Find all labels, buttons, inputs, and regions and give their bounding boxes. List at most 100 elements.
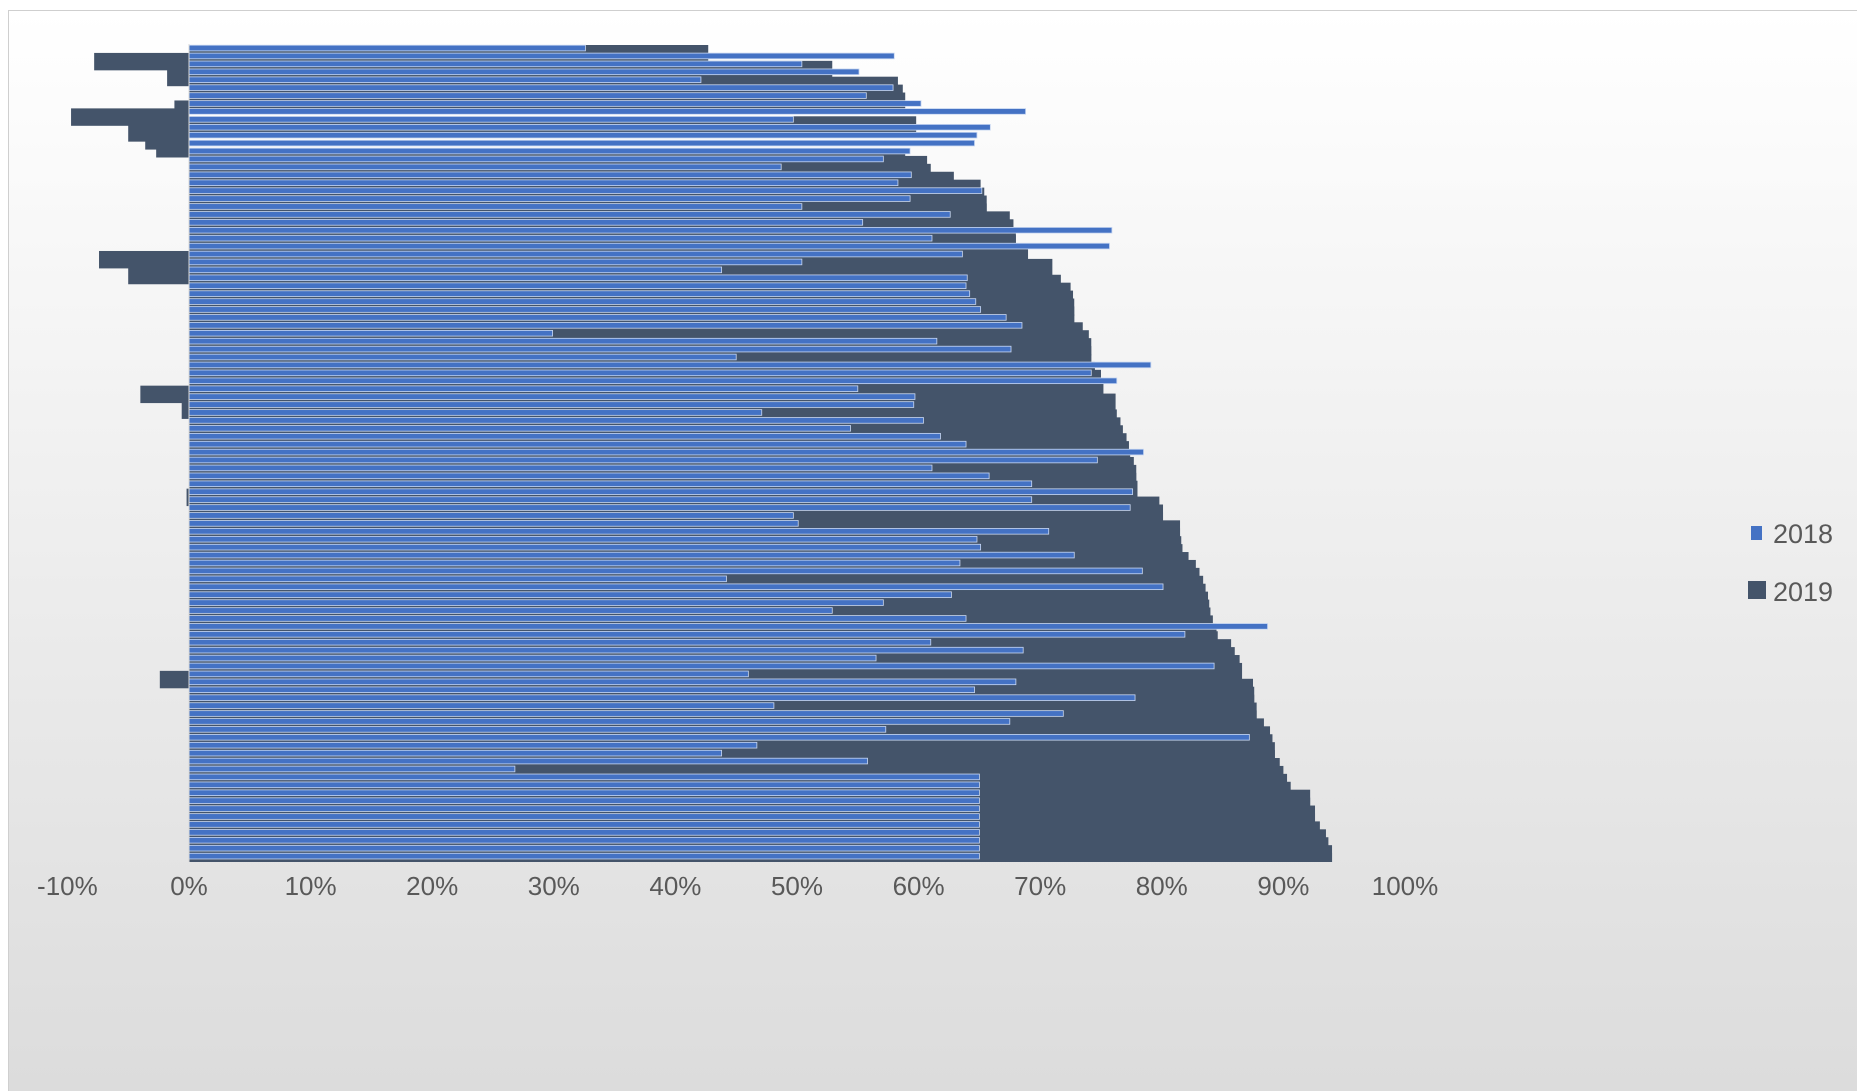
bar-2018-60	[188, 512, 794, 519]
x-tick-label: 10%	[285, 871, 337, 901]
bar-2018-101	[188, 837, 980, 844]
bar-2019-57	[186, 488, 189, 507]
bar-2018-33	[188, 298, 977, 305]
bar-2018-55	[188, 472, 990, 480]
bar-2018-24	[188, 226, 1113, 234]
bar-2018-68	[188, 575, 727, 583]
legend: 2018 2019	[1748, 519, 1833, 607]
bar-2018-96	[188, 797, 980, 804]
bar-2018-66	[188, 559, 961, 567]
bar-2018-39	[188, 345, 1012, 353]
bar-2018-30	[188, 274, 968, 282]
bar-2018-73	[188, 615, 967, 622]
bar-2018-17	[188, 171, 912, 179]
bar-2018-100	[188, 829, 980, 836]
bar-2018-20	[188, 195, 911, 202]
bar-2019-13	[156, 140, 189, 158]
bar-2018-13	[188, 139, 975, 147]
legend-label-2018: 2018	[1773, 519, 1833, 549]
bar-2018-94	[188, 781, 980, 789]
bars-layer	[71, 44, 1333, 862]
bar-2018-63	[188, 535, 978, 543]
bar-2018-74	[188, 623, 1268, 630]
bar-2019-44	[140, 385, 189, 404]
x-tick-label: 100%	[1372, 871, 1439, 901]
bar-2019-27	[99, 250, 189, 269]
bar-2018-37	[188, 329, 553, 337]
bar-2018-81	[188, 678, 1017, 686]
bar-2018-54	[188, 464, 933, 472]
bar-2018-49	[188, 425, 851, 432]
bar-2018-75	[188, 631, 1186, 638]
bar-2018-14	[188, 147, 911, 155]
bar-2018-61	[188, 520, 799, 527]
bar-2018-71	[188, 599, 884, 606]
bar-2018-10	[188, 116, 794, 123]
x-tick-label: 90%	[1257, 871, 1309, 901]
bar-2018-76	[188, 638, 932, 646]
bar-2018-52	[188, 448, 1144, 456]
bar-2018-21	[188, 203, 803, 210]
bar-2018-65	[188, 551, 1075, 559]
bar-2018-9	[188, 108, 1027, 115]
bar-2018-78	[188, 654, 877, 662]
bar-2018-69	[188, 583, 1164, 591]
bar-2018-29	[188, 266, 723, 274]
bar-2018-58	[188, 496, 1033, 503]
bar-2018-99	[188, 821, 980, 828]
bar-2018-45	[188, 393, 916, 400]
x-tick-label: 70%	[1014, 871, 1066, 901]
bar-2018-43	[188, 377, 1118, 385]
bar-2018-72	[188, 607, 833, 614]
bar-2018-92	[188, 765, 516, 773]
chart-area: -10% 0% 10% 20% 30% 40% 50% 60% 70% 80% 90% 100% 20…	[8, 10, 1857, 1091]
legend-swatch-2019	[1748, 581, 1766, 599]
bar-2018-70	[188, 591, 952, 598]
legend-swatch-2018	[1751, 526, 1762, 540]
bar-2019-4	[167, 68, 189, 87]
bar-2019-29	[128, 266, 189, 285]
bar-2018-7	[188, 92, 867, 99]
bar-2018-57	[188, 488, 1134, 495]
bar-2018-6	[188, 84, 894, 91]
bar-2018-38	[188, 337, 938, 345]
bar-2018-46	[188, 401, 915, 408]
bar-2018-28	[188, 258, 803, 266]
bar-2018-64	[188, 543, 982, 551]
bar-2018-47	[188, 409, 763, 416]
bar-2018-15	[188, 155, 884, 163]
bar-2018-48	[188, 417, 924, 424]
bar-2019-46	[181, 401, 189, 419]
bar-2018-88	[188, 734, 1250, 741]
bar-2018-103	[188, 852, 980, 860]
bar-2018-83	[188, 694, 1136, 701]
bar-2018-77	[188, 646, 1024, 654]
x-tick-label: 40%	[649, 871, 701, 901]
bar-2018-90	[188, 749, 723, 757]
bar-2018-98	[188, 813, 980, 820]
bar-2018-31	[188, 282, 967, 289]
bar-2018-32	[188, 290, 971, 297]
bar-2018-95	[188, 789, 980, 796]
bar-2018-2	[188, 52, 895, 60]
bar-2018-8	[188, 100, 922, 107]
bar-2018-102	[188, 844, 980, 852]
bar-2018-36	[188, 322, 1023, 329]
bar-2018-34	[188, 306, 982, 313]
bar-2018-44	[188, 385, 859, 392]
x-tick-label: 0%	[170, 871, 208, 901]
bar-2018-5	[188, 76, 702, 83]
bar-2018-86	[188, 718, 1011, 725]
x-tick-label: 60%	[893, 871, 945, 901]
bar-2018-42	[188, 369, 1092, 377]
bar-2018-11	[188, 124, 991, 131]
bar-2018-41	[188, 361, 1152, 369]
bar-2018-97	[188, 805, 980, 812]
bar-2018-19	[188, 187, 983, 194]
bar-2018-18	[188, 179, 899, 186]
bar-2018-22	[188, 211, 951, 218]
x-tick-label: 80%	[1136, 871, 1188, 901]
bar-2018-50	[188, 432, 941, 440]
bar-2018-40	[188, 353, 737, 361]
bar-2018-84	[188, 702, 775, 709]
